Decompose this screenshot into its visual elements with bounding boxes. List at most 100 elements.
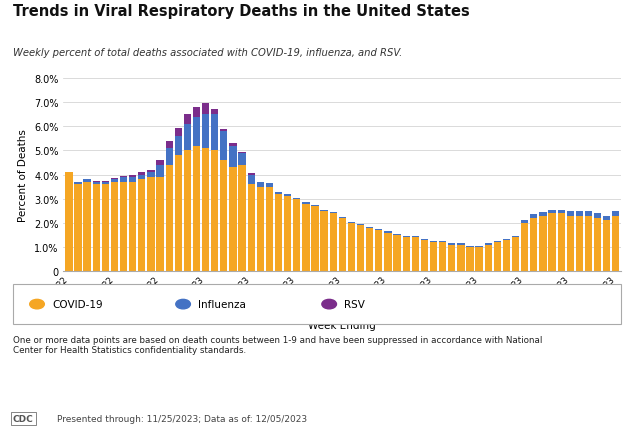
Bar: [430, 243, 437, 272]
Bar: [411, 237, 419, 238]
Bar: [357, 225, 365, 226]
Bar: [421, 240, 428, 272]
Bar: [74, 185, 82, 272]
Bar: [138, 175, 145, 180]
Bar: [266, 187, 273, 272]
Bar: [503, 239, 510, 240]
Bar: [266, 184, 273, 187]
Bar: [238, 166, 246, 272]
Bar: [202, 115, 209, 149]
FancyBboxPatch shape: [13, 285, 621, 324]
Bar: [284, 194, 291, 197]
Bar: [120, 177, 127, 182]
Bar: [576, 211, 583, 216]
Bar: [576, 216, 583, 272]
Bar: [202, 104, 209, 115]
Bar: [230, 146, 236, 168]
Bar: [421, 239, 428, 240]
Bar: [403, 237, 410, 238]
Bar: [357, 226, 365, 272]
Bar: [84, 182, 91, 272]
Bar: [448, 244, 455, 245]
Bar: [330, 214, 337, 272]
Bar: [202, 149, 209, 272]
Bar: [494, 243, 501, 272]
Bar: [503, 240, 510, 272]
Bar: [585, 216, 592, 272]
Bar: [93, 185, 100, 272]
Bar: [247, 174, 255, 175]
Text: Presented through: 11/25/2023; Data as of: 12/05/2023: Presented through: 11/25/2023; Data as o…: [57, 413, 307, 423]
Bar: [384, 232, 392, 233]
Bar: [394, 235, 401, 272]
Text: Influenza: Influenza: [198, 300, 246, 309]
Bar: [439, 243, 446, 272]
Bar: [157, 166, 164, 177]
Bar: [403, 238, 410, 272]
Bar: [129, 175, 136, 177]
Bar: [293, 199, 301, 272]
Bar: [165, 148, 173, 166]
Bar: [521, 223, 528, 272]
Bar: [257, 187, 264, 272]
X-axis label: Week Ending: Week Ending: [309, 320, 376, 330]
Bar: [111, 182, 118, 272]
Bar: [348, 223, 355, 272]
Bar: [548, 214, 555, 272]
Bar: [138, 180, 145, 272]
Text: One or more data points are based on death counts between 1-9 and have been supp: One or more data points are based on dea…: [13, 335, 542, 354]
Bar: [540, 212, 547, 216]
Bar: [612, 211, 619, 216]
Bar: [557, 214, 565, 272]
Bar: [138, 173, 145, 175]
Bar: [567, 216, 574, 272]
Bar: [476, 246, 482, 247]
Bar: [147, 173, 155, 177]
Bar: [512, 237, 519, 238]
Bar: [238, 153, 246, 166]
Bar: [129, 182, 136, 272]
Bar: [476, 247, 482, 272]
Bar: [594, 219, 601, 272]
Bar: [193, 117, 200, 146]
Bar: [247, 185, 255, 272]
Bar: [174, 128, 182, 137]
Bar: [603, 221, 611, 272]
Text: RSV: RSV: [344, 300, 365, 309]
Bar: [530, 215, 538, 219]
Bar: [129, 177, 136, 182]
Bar: [330, 212, 337, 214]
Bar: [157, 161, 164, 166]
Bar: [521, 221, 528, 223]
Bar: [230, 168, 236, 272]
Bar: [530, 219, 538, 272]
Bar: [165, 166, 173, 272]
Bar: [484, 245, 492, 272]
Bar: [120, 182, 127, 272]
Text: CDC: CDC: [13, 413, 34, 423]
Bar: [211, 151, 218, 272]
Text: Weekly percent of total deaths associated with COVID-19, influenza, and RSV.: Weekly percent of total deaths associate…: [13, 48, 402, 58]
Bar: [101, 183, 109, 185]
Bar: [84, 180, 91, 182]
Bar: [174, 156, 182, 272]
Bar: [230, 144, 236, 146]
Bar: [366, 228, 373, 272]
Bar: [457, 244, 465, 245]
Bar: [220, 161, 228, 272]
Circle shape: [176, 300, 190, 309]
Circle shape: [322, 300, 337, 309]
Bar: [467, 247, 474, 272]
Bar: [101, 185, 109, 272]
Text: Trends in Viral Respiratory Deaths in the United States: Trends in Viral Respiratory Deaths in th…: [13, 4, 469, 19]
Bar: [211, 115, 218, 151]
Bar: [311, 206, 319, 272]
Y-axis label: Percent of Deaths: Percent of Deaths: [18, 129, 29, 222]
Bar: [184, 125, 191, 151]
Bar: [448, 245, 455, 272]
Bar: [567, 211, 574, 216]
Circle shape: [30, 300, 44, 309]
Bar: [557, 210, 565, 214]
Bar: [384, 233, 392, 272]
Bar: [275, 194, 282, 272]
